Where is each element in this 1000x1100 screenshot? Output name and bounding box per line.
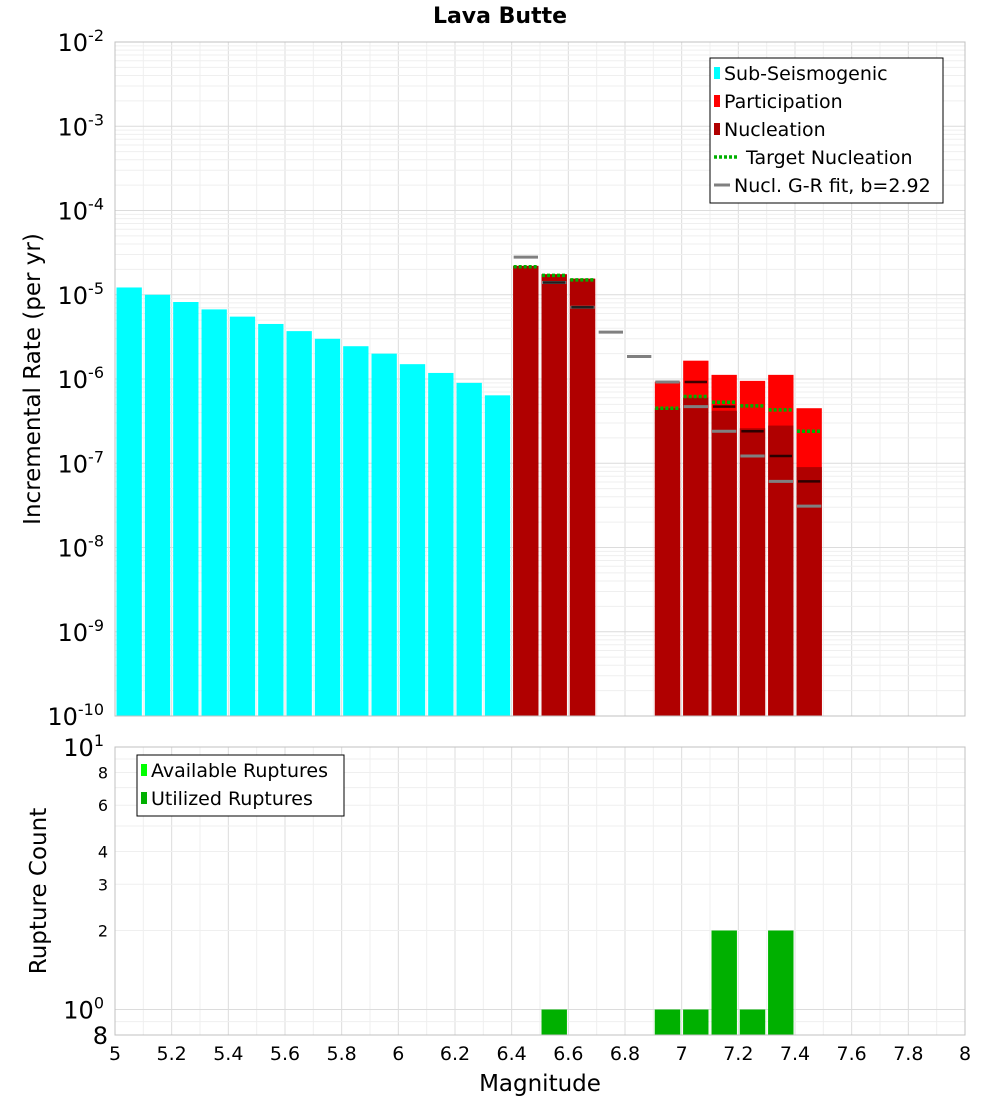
bottom-y-tick-label: 101 <box>63 731 104 762</box>
bottom-legend-swatch <box>141 792 147 804</box>
top-plot-frame <box>114 41 966 717</box>
top-grid <box>114 42 966 717</box>
sub-seismogenic-bar <box>229 316 256 716</box>
nucleation-bar <box>739 428 766 716</box>
x-tick-label: 6.4 <box>497 1043 527 1065</box>
utilized-ruptures-bar <box>654 1009 681 1035</box>
bottom-y-tick-label: 3 <box>98 875 108 894</box>
nucleation-bar <box>796 467 822 716</box>
bottom-y-axis-label: Rupture Count <box>26 808 52 974</box>
bottom-legend-box <box>136 754 345 817</box>
sub-seismogenic-bar <box>343 346 369 716</box>
top-legend-label: Participation <box>724 91 843 113</box>
utilized-ruptures-bar <box>541 1009 567 1035</box>
x-tick-label: 5 <box>109 1043 121 1065</box>
utilized-ruptures-bar <box>683 1009 709 1035</box>
top-bars <box>116 265 822 716</box>
top-y-tick-label: 10-5 <box>58 279 105 310</box>
bottom-x-ticks: 5 5.2 5.4 5.6 5.8 6 6.2 6.4 6.6 6.8 7 7.2 7.4 7.6 7.8 8 <box>109 1043 971 1065</box>
nucleation-bar <box>711 410 737 716</box>
bottom-plot-frame <box>114 746 966 1036</box>
x-tick-label: 7.6 <box>837 1043 867 1065</box>
bottom-y-tick-label: 2 <box>98 922 108 941</box>
x-tick-label: 5.6 <box>270 1043 300 1065</box>
x-tick-label: 7.4 <box>780 1043 810 1065</box>
sub-seismogenic-bar <box>116 287 142 716</box>
utilized-ruptures-bar <box>711 930 737 1035</box>
top-legend-label: Nucleation <box>724 119 826 141</box>
top-y-tick-label: 10-2 <box>58 26 105 57</box>
x-tick-label: 6.8 <box>610 1043 640 1065</box>
x-tick-label: 5.4 <box>213 1043 243 1065</box>
nucleation-bar <box>654 408 681 716</box>
top-legend-label: Target Nucleation <box>745 147 913 169</box>
bottom-y-tick-label: 6 <box>98 796 108 815</box>
x-tick-label: 5.2 <box>157 1043 187 1065</box>
top-panel: 10-10 10-9 10-8 10-7 10-6 10-5 10-4 10-3 10-2 In… <box>20 26 966 731</box>
x-tick-label: 6.2 <box>440 1043 470 1065</box>
bottom-legend: Available Ruptures Utilized Ruptures <box>136 754 345 817</box>
top-legend-swatch <box>714 95 720 107</box>
top-y-tick-label: 10-8 <box>58 532 105 563</box>
sub-seismogenic-bar <box>201 309 227 716</box>
nucleation-bar <box>513 265 539 716</box>
top-markers <box>513 255 822 508</box>
top-y-tick-label: 10-3 <box>58 110 105 141</box>
x-tick-label: 7.2 <box>723 1043 753 1065</box>
x-tick-label: 6 <box>392 1043 404 1065</box>
chart-title: Lava Butte <box>433 4 567 29</box>
nucleation-bar <box>541 274 567 716</box>
x-tick-label: 8 <box>959 1043 971 1065</box>
top-legend: Sub-Seismogenic Participation Nucleation Ta… <box>709 57 944 204</box>
top-legend-box <box>709 57 944 204</box>
bottom-y-tick-label: 100 <box>63 994 104 1025</box>
sub-seismogenic-bar <box>258 323 284 716</box>
x-tick-label: 5.8 <box>327 1043 357 1065</box>
sub-seismogenic-bar <box>428 372 454 716</box>
top-legend-swatch <box>714 67 720 79</box>
sub-seismogenic-bar <box>286 331 312 716</box>
top-y-tick-label: 10-6 <box>58 363 105 394</box>
nucleation-bar <box>569 278 596 716</box>
x-tick-label: 7 <box>676 1043 688 1065</box>
sub-seismogenic-bar <box>371 353 397 716</box>
top-y-tick-label: 10-9 <box>58 616 105 647</box>
nucleation-bar <box>683 397 709 716</box>
bottom-bars <box>541 930 794 1035</box>
utilized-ruptures-bar <box>739 1009 766 1035</box>
sub-seismogenic-bar <box>144 294 171 716</box>
top-y-tick-label: 10-10 <box>47 700 104 731</box>
x-tick-label: 6.6 <box>553 1043 583 1065</box>
bottom-y-tick-label: 8 <box>93 1022 108 1050</box>
utilized-ruptures-bar <box>768 930 794 1035</box>
sub-seismogenic-bar <box>314 338 341 716</box>
bottom-legend-label: Available Ruptures <box>151 760 328 782</box>
top-legend-label: Nucl. G-R fit, b=2.92 <box>734 175 931 197</box>
x-tick-label: 7.8 <box>893 1043 923 1065</box>
bottom-legend-swatch <box>141 764 147 776</box>
bottom-y-tick-label: 8 <box>98 763 108 782</box>
top-legend-swatch <box>714 123 720 135</box>
top-y-tick-label: 10-7 <box>58 447 105 478</box>
nucleation-bar <box>768 425 794 716</box>
top-y-axis-label: Incremental Rate (per yr) <box>20 233 46 525</box>
sub-seismogenic-bar <box>399 364 426 716</box>
top-y-ticks: 10-10 10-9 10-8 10-7 10-6 10-5 10-4 10-3 10-2 <box>47 26 104 731</box>
sub-seismogenic-bar <box>456 382 482 716</box>
top-y-tick-label: 10-4 <box>58 195 105 226</box>
x-axis-label: Magnitude <box>479 1071 601 1097</box>
sub-seismogenic-bar <box>484 395 511 716</box>
top-legend-label: Sub-Seismogenic <box>724 63 888 85</box>
bottom-legend-label: Utilized Ruptures <box>151 788 313 810</box>
sub-seismogenic-bar <box>173 302 199 716</box>
bottom-y-tick-label: 4 <box>98 842 108 861</box>
